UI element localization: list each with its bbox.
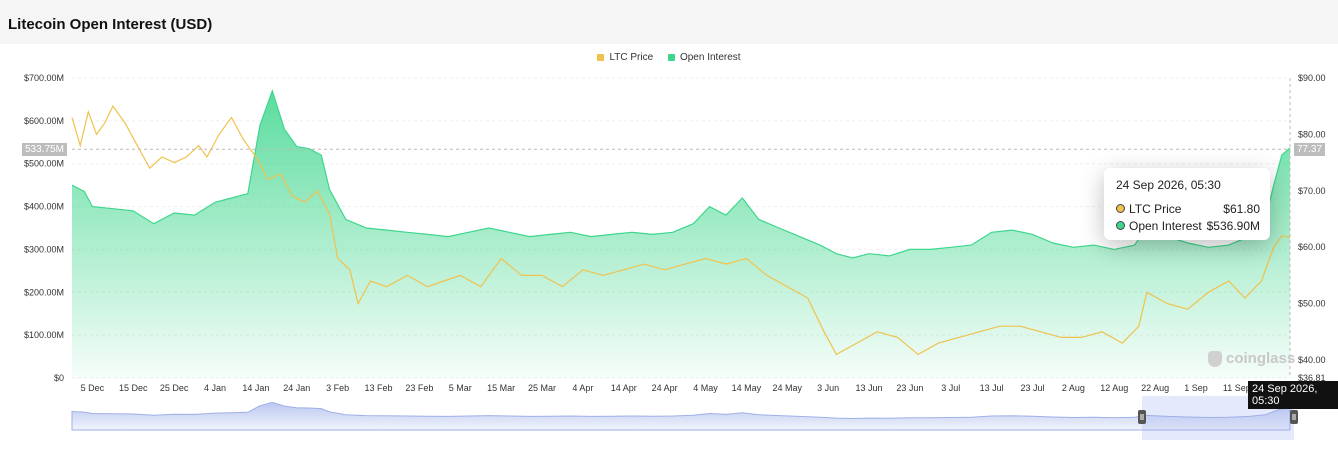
- tooltip: 24 Sep 2026, 05:30 LTC Price $61.80 Open…: [1104, 168, 1270, 240]
- x-tick-label: 14 Jan: [242, 383, 269, 393]
- tooltip-price-label: LTC Price: [1129, 202, 1182, 216]
- right-tick-label: $50.00: [1298, 299, 1326, 309]
- x-tick-label: 23 Feb: [405, 383, 433, 393]
- legend-item-price[interactable]: LTC Price: [597, 52, 653, 63]
- x-tick-label: 24 Jan: [283, 383, 310, 393]
- tooltip-price-row: LTC Price $61.80: [1116, 202, 1260, 216]
- navigator-area: [71, 401, 1291, 431]
- crosshair-right-value: 77.37: [1294, 143, 1326, 156]
- legend-item-oi[interactable]: Open Interest: [667, 52, 741, 63]
- legend-oi-swatch: [667, 54, 675, 61]
- watermark: coinglass: [1208, 350, 1295, 367]
- tooltip-oi-label: Open Interest: [1129, 219, 1202, 233]
- coinglass-logo-icon: [1208, 350, 1222, 367]
- x-tick-label: 13 Jun: [855, 383, 882, 393]
- right-tick-label: $40.00: [1298, 355, 1326, 365]
- left-tick-label: $200.00M: [24, 287, 64, 297]
- tooltip-oi-dot-icon: [1116, 221, 1125, 230]
- x-tick-label: 3 Feb: [326, 383, 349, 393]
- x-tick-label: 13 Jul: [980, 383, 1004, 393]
- x-tick-label: 11 Sep: [1223, 383, 1251, 393]
- left-tick-label: $700.00M: [24, 73, 64, 83]
- right-tick-label: $60.00: [1298, 242, 1326, 252]
- x-crosshair-badge: 24 Sep 2026, 05:30: [1248, 381, 1338, 409]
- x-tick-label: 23 Jul: [1020, 383, 1044, 393]
- tooltip-date: 24 Sep 2026, 05:30: [1116, 178, 1221, 192]
- right-tick-label: $70.00: [1298, 186, 1326, 196]
- right-tick-label: $80.00: [1298, 129, 1326, 139]
- x-tick-label: 24 May: [773, 383, 803, 393]
- x-tick-label: 4 Jan: [204, 383, 226, 393]
- x-tick-label: 4 May: [693, 383, 718, 393]
- crosshair-left-value: 533.75M: [22, 143, 67, 156]
- x-tick-label: 1 Sep: [1184, 383, 1208, 393]
- x-tick-label: 25 Dec: [160, 383, 189, 393]
- x-tick-label: 13 Feb: [365, 383, 393, 393]
- tooltip-price-dot-icon: [1116, 204, 1125, 213]
- tooltip-price-value: $61.80: [1223, 202, 1260, 216]
- left-tick-label: $300.00M: [24, 244, 64, 254]
- x-tick-label: 5 Dec: [81, 383, 105, 393]
- x-tick-label: 2 Aug: [1062, 383, 1085, 393]
- x-tick-label: 22 Aug: [1141, 383, 1169, 393]
- navigator-left-handle[interactable]: [1138, 410, 1146, 424]
- x-tick-label: 5 Mar: [449, 383, 472, 393]
- x-tick-label: 23 Jun: [896, 383, 923, 393]
- x-tick-label: 3 Jul: [941, 383, 960, 393]
- x-tick-label: 14 Apr: [611, 383, 637, 393]
- x-tick-label: 24 Apr: [652, 383, 678, 393]
- legend-oi-label: Open Interest: [679, 52, 741, 63]
- legend-price-swatch: [597, 54, 605, 61]
- open-interest-area: [72, 90, 1290, 379]
- x-tick-label: 15 Dec: [119, 383, 148, 393]
- x-tick-label: 3 Jun: [817, 383, 839, 393]
- ltc-price-line: [71, 105, 1291, 356]
- x-tick-label: 14 May: [732, 383, 762, 393]
- page-title: Litecoin Open Interest (USD): [8, 16, 213, 33]
- tooltip-oi-row: Open Interest $536.90M: [1116, 219, 1260, 233]
- left-tick-label: $100.00M: [24, 330, 64, 340]
- left-tick-label: $0: [54, 373, 64, 383]
- x-tick-label: 4 Apr: [572, 383, 593, 393]
- legend-price-label: LTC Price: [609, 52, 654, 63]
- x-tick-label: 12 Aug: [1100, 383, 1128, 393]
- tooltip-oi-value: $536.90M: [1206, 219, 1260, 233]
- navigator-right-handle[interactable]: [1290, 410, 1298, 424]
- left-tick-label: $400.00M: [24, 202, 64, 212]
- right-tick-label: $36.81: [1298, 373, 1326, 383]
- left-tick-label: $500.00M: [24, 159, 64, 169]
- left-tick-label: $600.00M: [24, 116, 64, 126]
- chart-legend: LTC Price Open Interest: [0, 52, 1338, 64]
- open-interest-line: [71, 89, 1291, 259]
- watermark-text: coinglass: [1226, 350, 1296, 367]
- right-tick-label: $90.00: [1298, 73, 1326, 83]
- x-tick-label: 25 Mar: [528, 383, 556, 393]
- x-tick-label: 15 Mar: [487, 383, 515, 393]
